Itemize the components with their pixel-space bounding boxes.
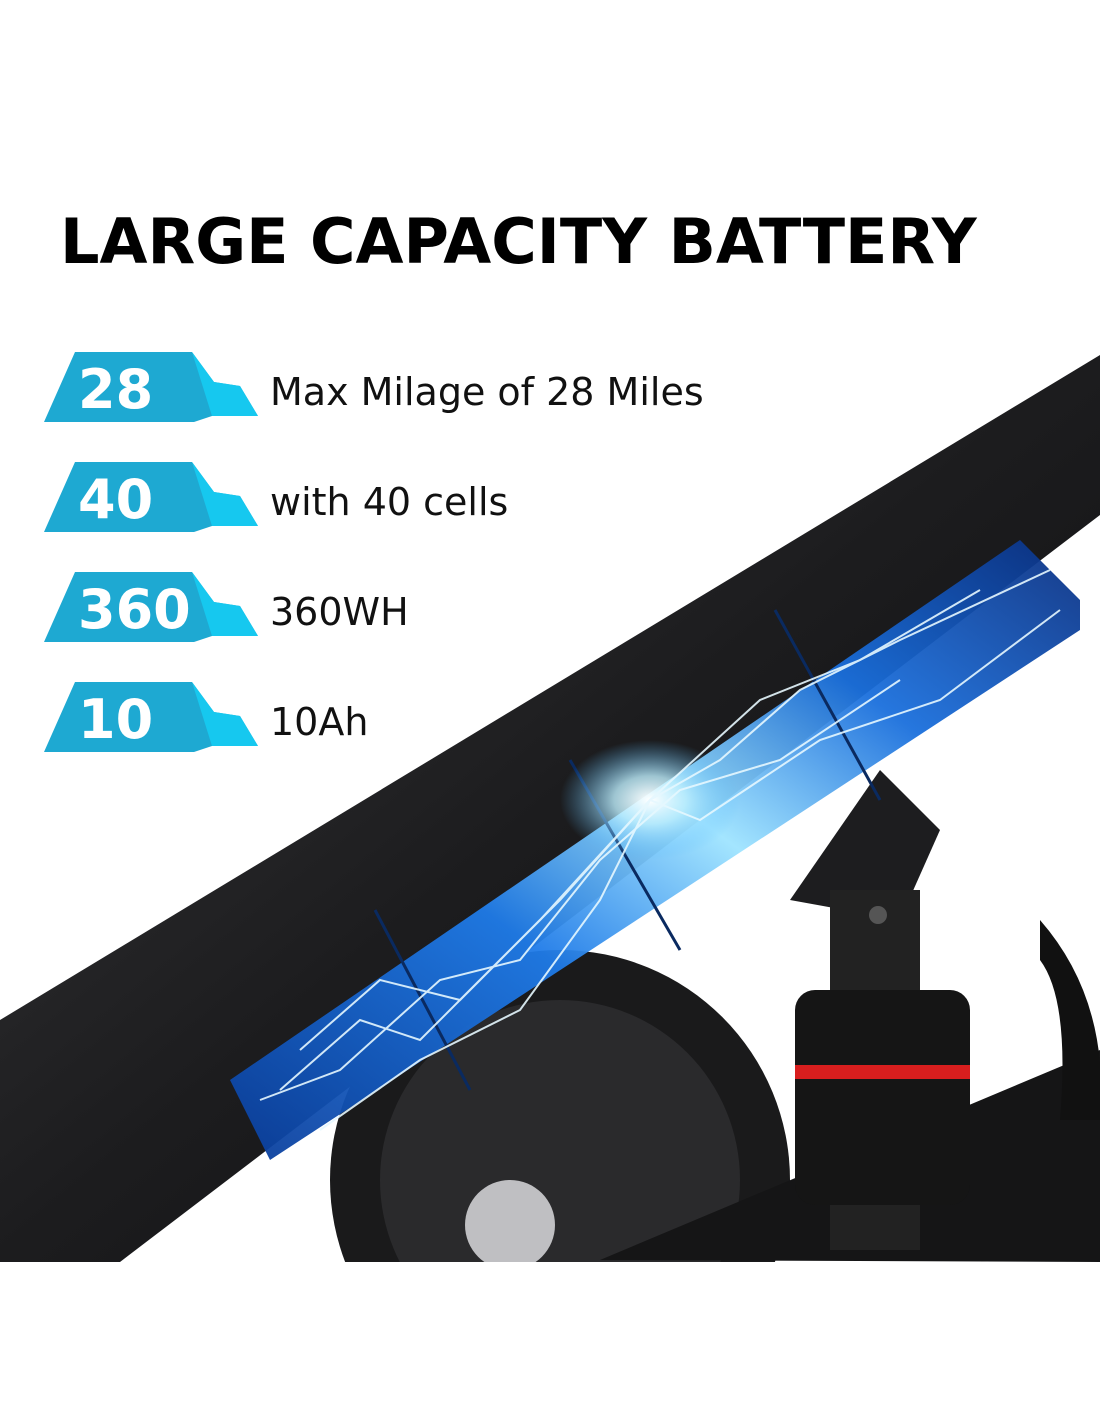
rear-shock bbox=[790, 770, 1100, 1250]
spec-badge bbox=[44, 462, 258, 532]
spec-badge bbox=[44, 352, 258, 422]
page-title: LARGE CAPACITY BATTERY bbox=[60, 205, 977, 278]
spec-label: 10Ah bbox=[270, 700, 369, 744]
spec-label: Max Milage of 28 Miles bbox=[270, 370, 704, 414]
spec-row: 360 360WH bbox=[44, 572, 744, 644]
spec-value: 28 bbox=[78, 358, 154, 421]
ebike-battery-illustration bbox=[0, 355, 1100, 1262]
spec-row: 28 Max Milage of 28 Miles bbox=[44, 352, 744, 424]
spec-value: 10 bbox=[78, 688, 154, 751]
spec-row: 10 10Ah bbox=[44, 682, 744, 754]
battery-cells-glow bbox=[230, 540, 1080, 1160]
spec-row: 40 with 40 cells bbox=[44, 462, 744, 534]
spec-value: 40 bbox=[78, 468, 154, 531]
spec-badge bbox=[44, 682, 258, 752]
spec-value: 360 bbox=[78, 578, 191, 641]
spec-label: 360WH bbox=[270, 590, 409, 634]
spec-badge bbox=[44, 572, 258, 642]
frame-tube bbox=[0, 355, 1100, 1262]
spec-label: with 40 cells bbox=[270, 480, 509, 524]
